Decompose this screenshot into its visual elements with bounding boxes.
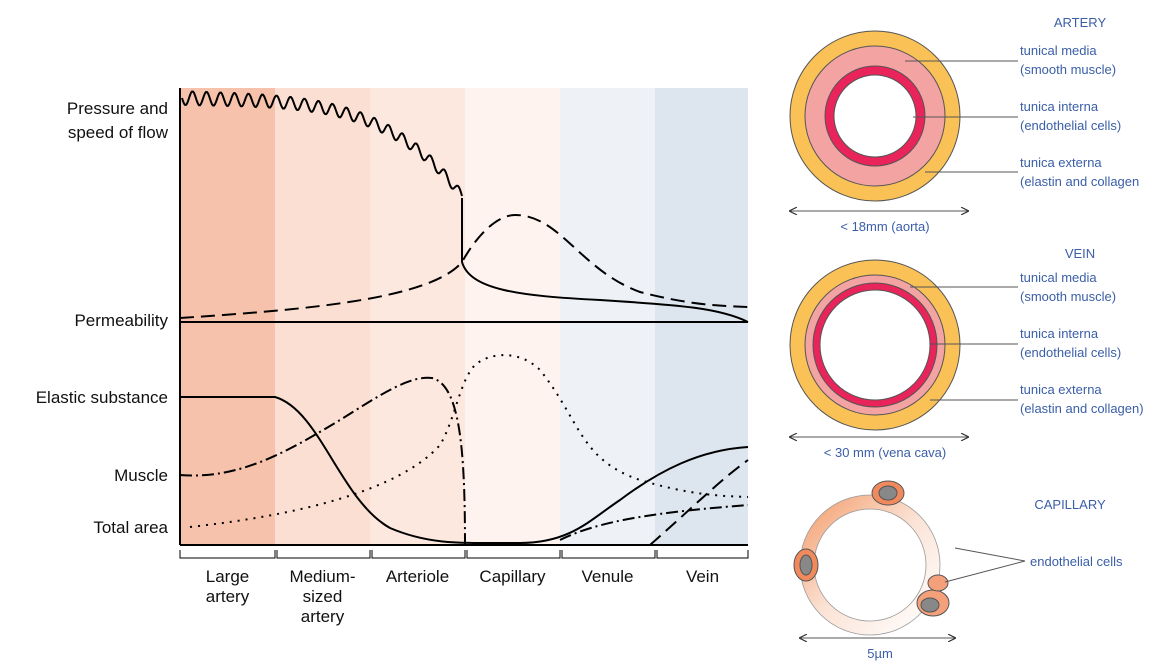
category-label: artery — [206, 587, 250, 606]
layer-label: tunica externa — [1020, 382, 1102, 397]
vein-curve — [649, 459, 749, 546]
layer-label: endothelial cells — [1030, 554, 1123, 569]
vessel-title: CAPILLARY — [1034, 497, 1106, 512]
category-label: Vein — [686, 567, 719, 586]
row-label: Muscle — [114, 466, 168, 485]
layer-label: (smooth muscle) — [1020, 289, 1116, 304]
layer-label: (endothelial cells) — [1020, 118, 1121, 133]
layer-label: tunica interna — [1020, 326, 1099, 341]
total-area-curve — [189, 354, 749, 528]
row-label: Pressure and — [67, 99, 168, 118]
row-label: Total area — [93, 518, 168, 537]
artery — [790, 30, 1018, 211]
elastic-curve — [180, 396, 749, 545]
row-label: Elastic substance — [36, 388, 168, 407]
row-label: speed of flow — [68, 123, 169, 142]
layer-label: (endothelial cells) — [1020, 345, 1121, 360]
size-label: < 30 mm (vena cava) — [824, 445, 946, 460]
layer-label: tunica interna — [1020, 99, 1099, 114]
muscle-curve-vein — [559, 504, 749, 541]
category-label: Capillary — [479, 567, 546, 586]
vein — [790, 259, 1018, 437]
category-label: Medium- — [289, 567, 355, 586]
curves — [179, 90, 749, 546]
category-label: artery — [301, 607, 345, 626]
vessel-title: VEIN — [1065, 246, 1095, 261]
size-label: < 18mm (aorta) — [840, 219, 929, 234]
category-label: Arteriole — [386, 567, 449, 586]
permeability-curve — [179, 213, 749, 319]
category-label: Large — [206, 567, 249, 586]
category-label: Venule — [582, 567, 634, 586]
capillary — [793, 480, 1026, 638]
size-label: 5µm — [867, 646, 893, 661]
layer-label: (elastin and collagen — [1020, 174, 1139, 189]
layer-label: tunical media — [1020, 43, 1097, 58]
layer-label: (smooth muscle) — [1020, 62, 1116, 77]
row-label: Permeability — [74, 311, 168, 330]
pressure-tail — [461, 198, 749, 323]
muscle-curve — [179, 376, 466, 546]
axes — [179, 88, 749, 559]
category-label: sized — [303, 587, 343, 606]
pressure-curve — [181, 90, 463, 197]
vessel-title: ARTERY — [1054, 15, 1107, 30]
layer-label: (elastin and collagen) — [1020, 401, 1144, 416]
layer-label: tunica externa — [1020, 155, 1102, 170]
layer-label: tunical media — [1020, 270, 1097, 285]
